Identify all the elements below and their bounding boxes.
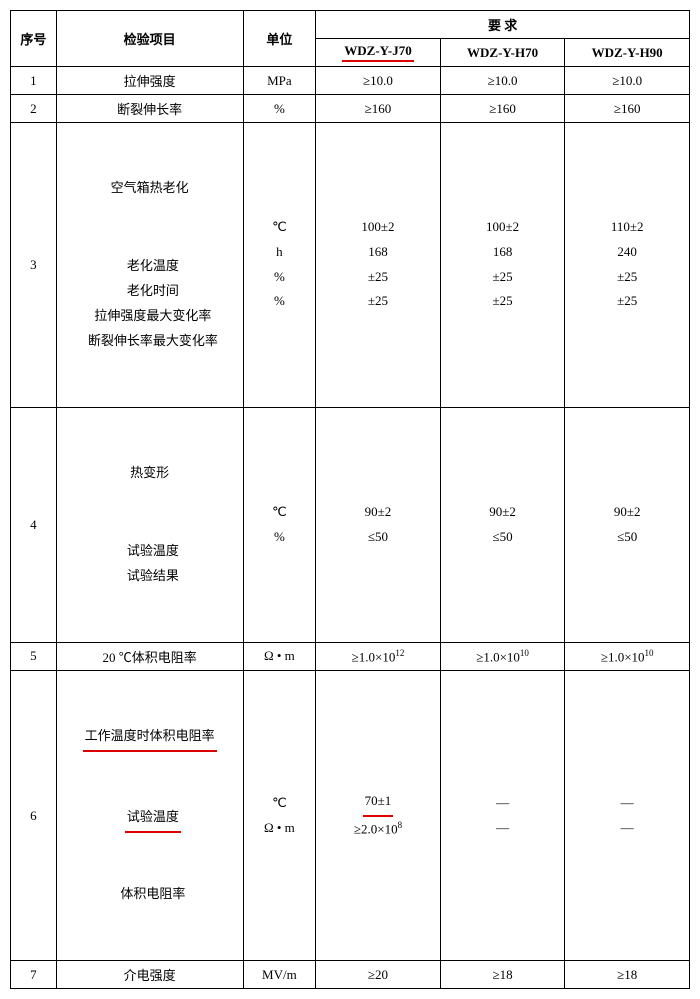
row-val: 100±2168±25±25	[316, 123, 441, 408]
table-row: 5 20 ℃体积电阻率 Ω • m ≥1.0×1012 ≥1.0×1010 ≥1…	[11, 642, 690, 670]
row-item: 热变形 试验温度 试验结果	[56, 407, 243, 642]
row-unit: Ω • m	[243, 642, 316, 670]
table-row: 2 断裂伸长率 % ≥160 ≥160 ≥160	[11, 95, 690, 123]
row-val: ——	[440, 670, 565, 961]
row-item: 断裂伸长率	[56, 95, 243, 123]
hdr-item: 检验项目	[56, 11, 243, 67]
table-row: 3 空气箱热老化 老化温度 老化时间 拉伸强度最大变化率 断裂伸长率最大变化率 …	[11, 123, 690, 408]
row-item: 拉伸强度	[56, 67, 243, 95]
row-item: 介电强度	[56, 961, 243, 989]
hdr-unit: 单位	[243, 11, 316, 67]
row-val: ≥18	[440, 961, 565, 989]
row-unit: ℃h%%	[243, 123, 316, 408]
row-val: ≥1.0×1010	[565, 642, 690, 670]
row-val: ≥20	[316, 961, 441, 989]
table-row: 7 介电强度 MV/m ≥20 ≥18 ≥18	[11, 961, 690, 989]
hdr-req: 要 求	[316, 11, 690, 39]
table-row: 1 拉伸强度 MPa ≥10.0 ≥10.0 ≥10.0	[11, 67, 690, 95]
row-val: ≥1.0×1010	[440, 642, 565, 670]
row-idx: 5	[11, 642, 57, 670]
hdr-col-3: WDZ-Y-H90	[565, 39, 690, 67]
row-val: 110±2240±25±25	[565, 123, 690, 408]
row-unit: MPa	[243, 67, 316, 95]
row-val: ≥1.0×1012	[316, 642, 441, 670]
header-row-1: 序号 检验项目 单位 要 求	[11, 11, 690, 39]
row-item: 20 ℃体积电阻率	[56, 642, 243, 670]
row-val: ≥10.0	[316, 67, 441, 95]
row-val: ≥10.0	[440, 67, 565, 95]
row-unit: ℃Ω • m	[243, 670, 316, 961]
row-item: 工作温度时体积电阻率 试验温度 体积电阻率	[56, 670, 243, 961]
row-val: ——	[565, 670, 690, 961]
hdr-col-1: WDZ-Y-J70	[316, 39, 441, 67]
row-item: 空气箱热老化 老化温度 老化时间 拉伸强度最大变化率 断裂伸长率最大变化率	[56, 123, 243, 408]
row-idx: 6	[11, 670, 57, 961]
row-val: ≥10.0	[565, 67, 690, 95]
row-val: 70±1≥2.0×108	[316, 670, 441, 961]
row-idx: 3	[11, 123, 57, 408]
hdr-col-2: WDZ-Y-H70	[440, 39, 565, 67]
row-val: 100±2168±25±25	[440, 123, 565, 408]
table-row: 6 工作温度时体积电阻率 试验温度 体积电阻率 ℃Ω • m 70±1≥2.0×…	[11, 670, 690, 961]
row-val: ≥160	[316, 95, 441, 123]
row-unit: MV/m	[243, 961, 316, 989]
row-val: 90±2≤50	[565, 407, 690, 642]
row-unit: ℃%	[243, 407, 316, 642]
row-idx: 2	[11, 95, 57, 123]
row-val: ≥18	[565, 961, 690, 989]
row-val: 90±2≤50	[316, 407, 441, 642]
row-unit: %	[243, 95, 316, 123]
row-val: ≥160	[440, 95, 565, 123]
spec-table: 序号 检验项目 单位 要 求 WDZ-Y-J70 WDZ-Y-H70 WDZ-Y…	[10, 10, 690, 989]
hdr-idx: 序号	[11, 11, 57, 67]
table-row: 4 热变形 试验温度 试验结果 ℃% 90±2≤50 90±2≤50 90±2≤…	[11, 407, 690, 642]
row-idx: 4	[11, 407, 57, 642]
row-val: 90±2≤50	[440, 407, 565, 642]
row-val: ≥160	[565, 95, 690, 123]
row-idx: 1	[11, 67, 57, 95]
row-idx: 7	[11, 961, 57, 989]
